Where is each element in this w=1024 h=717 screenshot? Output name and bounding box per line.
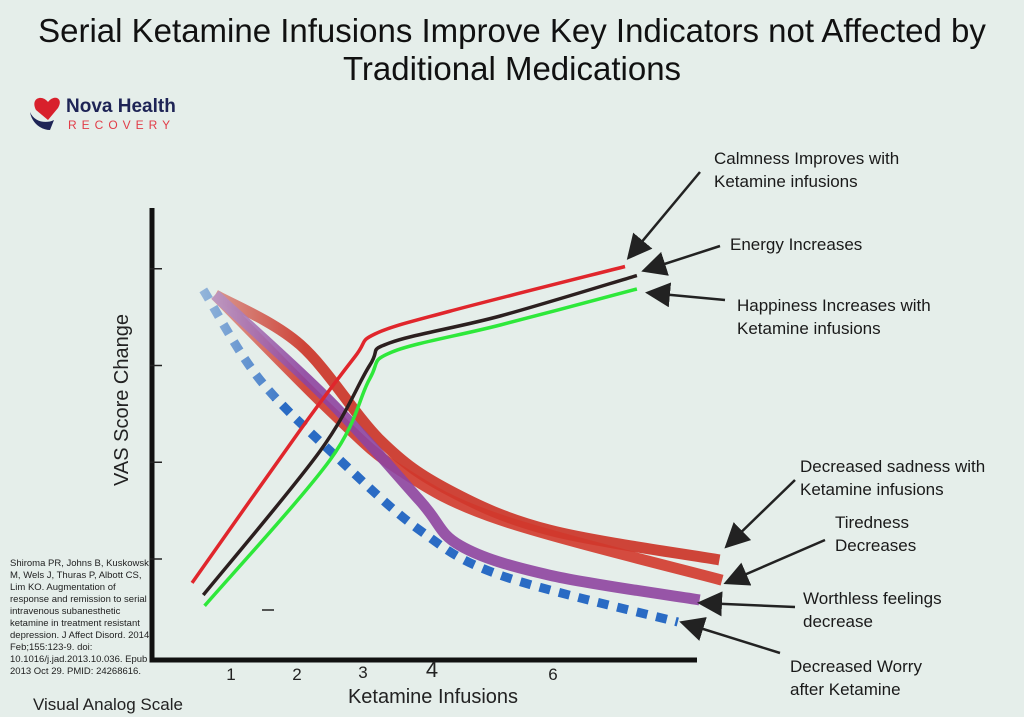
series-line-2 <box>203 287 638 607</box>
x-tick-label: 4 <box>426 657 438 682</box>
series-line-6 <box>199 287 679 627</box>
x-tick-label: 1 <box>226 665 235 684</box>
heart-hand-icon <box>30 97 60 130</box>
series-line-0 <box>190 264 626 584</box>
series-line-1 <box>201 273 638 597</box>
y-axis-label: VAS Score Change <box>111 314 133 486</box>
arrow-icon <box>626 171 701 260</box>
citation: Shiroma PR, Johns B, Kuskowski M, Wels J… <box>10 558 151 677</box>
annotation-6: Decreased Worry after KetamineDecreased W… <box>679 617 922 699</box>
x-tick-label: 6 <box>548 665 557 684</box>
arrow-icon <box>645 282 726 308</box>
series-label: Calmness Improves with Ketamine infusions… <box>714 149 899 191</box>
x-axis-label: Ketamine Infusions <box>348 686 518 708</box>
axes-lines <box>149 208 697 663</box>
arrow-icon <box>641 244 721 276</box>
x-tick-label: 2 <box>292 665 301 684</box>
page-title: Serial Ketamine Infusions Improve Key In… <box>38 12 986 87</box>
series-label: Decreased sadness with Ketamine infusions… <box>800 457 985 499</box>
series-label: Worthless feelings decreaseWorthless feel… <box>803 589 942 631</box>
series-label: Tiredness DecreasesTiredness Decreases <box>835 513 916 555</box>
logo-name: Nova Health <box>66 96 176 117</box>
series-label: Energy IncreasesEnergy Increases <box>730 235 862 254</box>
arrow-icon <box>697 591 796 617</box>
annotation-1: Energy IncreasesEnergy Increases <box>641 235 862 276</box>
arrow-icon <box>679 617 781 655</box>
logo-subtitle: RECOVERY <box>68 118 176 132</box>
annotation-2: Happiness Increases with Ketamine infusio… <box>645 282 931 338</box>
footer-label: Visual Analog Scale <box>33 695 183 714</box>
annotation-4: Tiredness DecreasesTiredness Decreases <box>723 513 916 586</box>
annotation-5: Worthless feelings decreaseWorthless feel… <box>697 589 942 631</box>
annotation-3: Decreased sadness with Ketamine infusions… <box>724 457 985 549</box>
x-tick-label: 3 <box>358 663 367 682</box>
annotation-0: Calmness Improves with Ketamine infusions… <box>626 149 899 260</box>
series-label: Decreased Worry after KetamineDecreased W… <box>790 657 922 699</box>
arrow-icon <box>724 479 796 549</box>
logo: Nova Health RECOVERY <box>28 94 218 134</box>
fade-overlay <box>195 280 305 400</box>
arrow-icon <box>723 538 826 586</box>
series-label: Happiness Increases with Ketamine infusio… <box>737 296 931 338</box>
